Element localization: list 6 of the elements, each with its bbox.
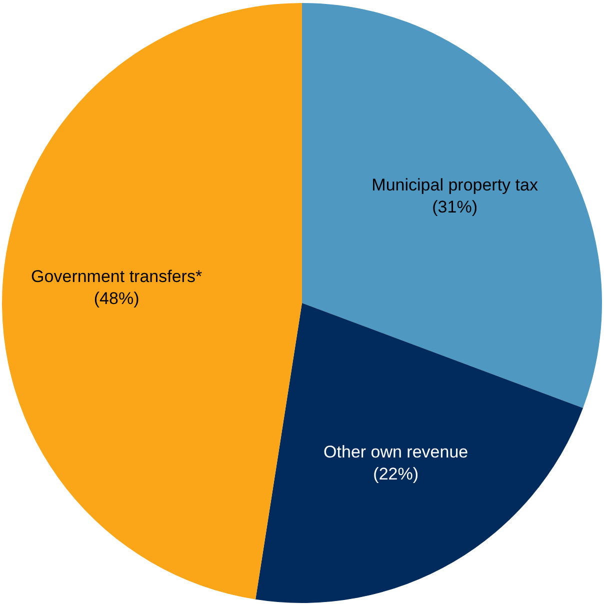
data-label: (31%) [432, 198, 478, 217]
slice-label: Other own revenue [324, 442, 468, 462]
data-label: (22%) [373, 464, 419, 484]
slice-label: Government transfers* [31, 267, 202, 286]
slice-label: Municipal property tax [372, 176, 538, 195]
data-label: (48%) [94, 289, 140, 308]
